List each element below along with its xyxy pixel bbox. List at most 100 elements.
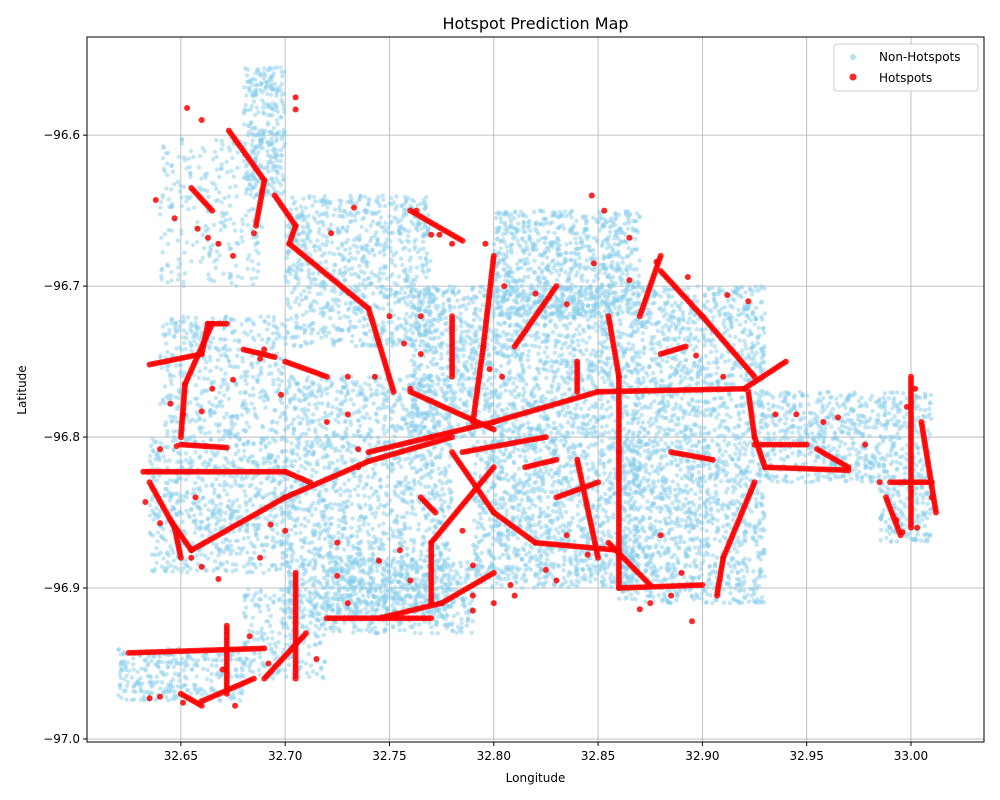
non-hotspot-point [151, 510, 156, 516]
non-hotspot-point [343, 277, 348, 283]
non-hotspot-point [264, 619, 269, 624]
non-hotspot-point [179, 203, 185, 209]
non-hotspot-point [331, 252, 337, 257]
non-hotspot-point [316, 554, 322, 559]
non-hotspot-point [375, 285, 380, 290]
non-hotspot-point [318, 640, 323, 645]
non-hotspot-point [393, 263, 398, 268]
non-hotspot-point [203, 223, 208, 229]
non-hotspot-point [320, 202, 326, 208]
non-hotspot-point [271, 342, 276, 347]
non-hotspot-point [309, 512, 315, 518]
non-hotspot-point [289, 441, 294, 446]
non-hotspot-point [424, 194, 429, 200]
non-hotspot-point [356, 524, 362, 529]
non-hotspot-point [171, 374, 176, 379]
non-hotspot-point [242, 448, 247, 454]
non-hotspot-point [276, 598, 281, 603]
non-hotspot-point [372, 302, 377, 308]
non-hotspot-point [374, 388, 379, 393]
non-hotspot-point [217, 190, 222, 195]
non-hotspot-point [321, 632, 326, 638]
non-hotspot-point [322, 514, 327, 519]
non-hotspot-point [296, 242, 301, 247]
non-hotspot-point [359, 585, 364, 591]
non-hotspot-point [267, 642, 272, 647]
non-hotspot-point [206, 194, 211, 199]
non-hotspot-point [433, 484, 439, 489]
non-hotspot-point [266, 314, 271, 319]
non-hotspot-point [161, 673, 166, 678]
non-hotspot-point [222, 517, 227, 523]
non-hotspot-point [437, 478, 442, 483]
non-hotspot-point [228, 217, 233, 222]
non-hotspot-point [278, 182, 284, 188]
non-hotspot-point [133, 681, 138, 686]
non-hotspot-point [275, 121, 280, 127]
non-hotspot-point [275, 464, 281, 469]
non-hotspot-point [188, 171, 193, 176]
non-hotspot-point [258, 162, 263, 168]
non-hotspot-point [400, 325, 406, 330]
non-hotspot-point [169, 494, 174, 499]
non-hotspot-point [117, 672, 123, 677]
non-hotspot-point [209, 685, 214, 690]
non-hotspot-point [273, 139, 278, 144]
non-hotspot-point [243, 407, 249, 412]
non-hotspot-point [248, 120, 254, 126]
non-hotspot-point [294, 518, 299, 524]
non-hotspot-point [179, 656, 185, 661]
non-hotspot-point [358, 514, 363, 519]
non-hotspot-point [184, 331, 189, 336]
non-hotspot-point [327, 308, 332, 313]
non-hotspot-point [357, 282, 363, 287]
non-hotspot-point [314, 671, 320, 677]
non-hotspot-point [312, 532, 317, 537]
non-hotspot-point [154, 505, 159, 511]
non-hotspot-point [192, 530, 198, 535]
non-hotspot-point [219, 147, 224, 152]
non-hotspot-point [227, 246, 232, 251]
non-hotspot-point [338, 337, 344, 342]
non-hotspot-point [205, 667, 210, 672]
non-hotspot-point [349, 255, 354, 261]
non-hotspot-point [414, 318, 419, 323]
non-hotspot-point [287, 381, 293, 387]
non-hotspot-point [174, 346, 179, 351]
non-hotspot-point [414, 265, 420, 270]
non-hotspot-point [306, 271, 312, 277]
non-hotspot-point [273, 439, 278, 444]
non-hotspot-point [225, 492, 230, 497]
non-hotspot-point [300, 577, 305, 582]
non-hotspot-point [222, 393, 227, 398]
non-hotspot-point [282, 459, 288, 464]
non-hotspot-point [289, 335, 294, 340]
non-hotspot-point [397, 377, 402, 382]
non-hotspot-point [266, 607, 271, 612]
non-hotspot-point [344, 535, 350, 541]
non-hotspot-point [397, 628, 402, 633]
non-hotspot-point [345, 440, 350, 445]
non-hotspot-point [342, 505, 347, 510]
non-hotspot-point [313, 217, 318, 223]
non-hotspot-point [281, 510, 286, 515]
non-hotspot-point [249, 177, 255, 182]
non-hotspot-point [317, 611, 322, 617]
non-hotspot-point [360, 259, 365, 264]
non-hotspot-point [284, 255, 290, 260]
non-hotspot-point [327, 250, 332, 256]
non-hotspot-point [404, 311, 409, 317]
non-hotspot-point [237, 690, 242, 695]
non-hotspot-point [327, 550, 333, 556]
non-hotspot-point [407, 229, 412, 234]
non-hotspot-point [189, 329, 194, 334]
non-hotspot-point [270, 167, 275, 173]
non-hotspot-point [347, 251, 352, 256]
non-hotspot-point [343, 265, 348, 270]
non-hotspot-point [296, 445, 301, 451]
non-hotspot-point [331, 286, 337, 291]
non-hotspot-point [212, 559, 218, 564]
non-hotspot-point [253, 156, 258, 161]
non-hotspot-point [399, 203, 405, 208]
non-hotspot-point [296, 281, 301, 286]
